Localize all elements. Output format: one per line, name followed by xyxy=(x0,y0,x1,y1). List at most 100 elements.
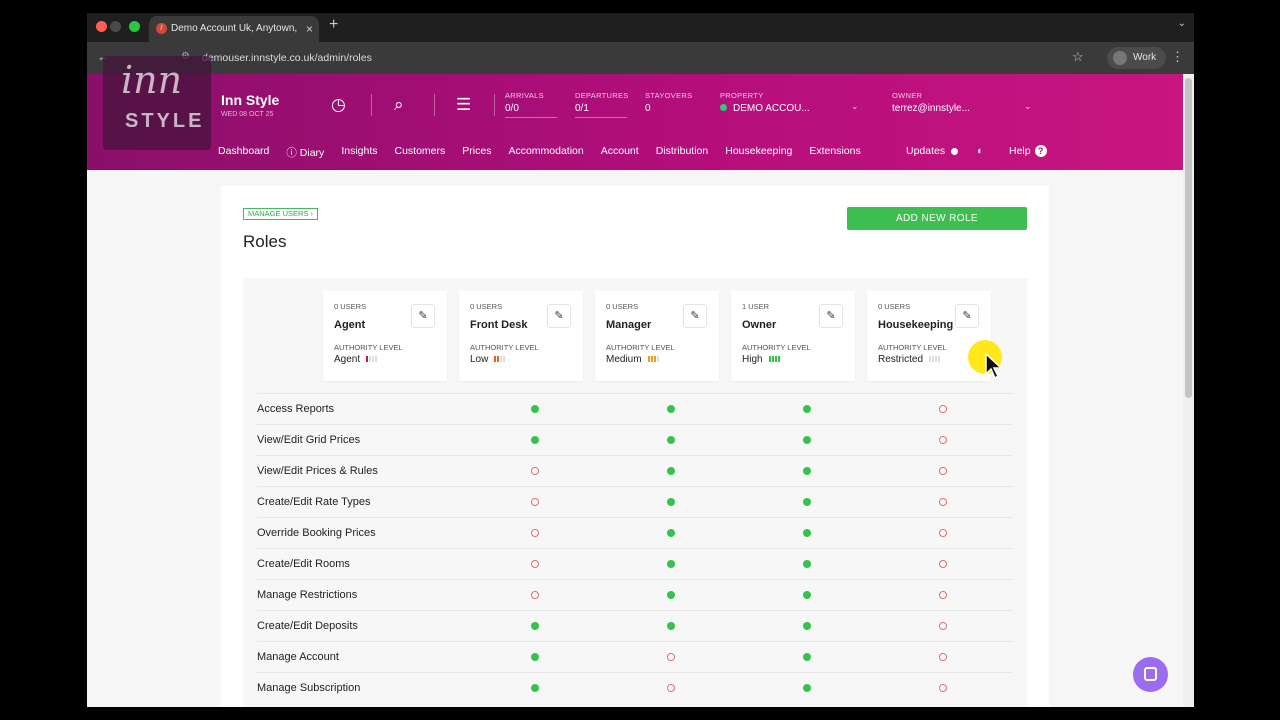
permission-row: View/Edit Grid Prices xyxy=(257,424,1013,455)
permission-denied-icon[interactable] xyxy=(531,498,539,506)
tab-list-chevron-icon[interactable]: ⌄ xyxy=(1177,18,1186,29)
permission-denied-icon[interactable] xyxy=(939,560,947,568)
permission-granted-icon[interactable] xyxy=(667,622,675,630)
permission-name: View/Edit Prices & Rules xyxy=(257,465,378,477)
permission-denied-icon[interactable] xyxy=(939,498,947,506)
nav-accommodation[interactable]: Accommodation xyxy=(508,145,584,157)
permissions-table: Access Reports View/Edit Grid Prices View/… xyxy=(257,393,1013,703)
permission-granted-icon[interactable] xyxy=(803,436,811,444)
stayovers-stat[interactable]: STAYOVERS 0 xyxy=(645,91,692,114)
edit-role-button[interactable]: ✎ xyxy=(683,304,707,328)
nav-extensions[interactable]: Extensions xyxy=(809,145,861,157)
permission-denied-icon[interactable] xyxy=(939,529,947,537)
permission-denied-icon[interactable] xyxy=(939,622,947,630)
edit-role-button[interactable]: ✎ xyxy=(819,304,843,328)
permission-granted-icon[interactable] xyxy=(667,529,675,537)
nav-account[interactable]: Account xyxy=(600,145,639,157)
permission-granted-icon[interactable] xyxy=(667,436,675,444)
favicon-icon: / xyxy=(156,23,167,34)
search-icon[interactable]: ⌕ xyxy=(394,95,404,114)
edit-role-button[interactable]: ✎ xyxy=(955,304,979,328)
tab-title: Demo Account Uk, Anytown, xyxy=(171,23,298,34)
permission-denied-icon[interactable] xyxy=(531,529,539,537)
permission-granted-icon[interactable] xyxy=(667,467,675,475)
permission-denied-icon[interactable] xyxy=(531,591,539,599)
nav-distribution[interactable]: Distribution xyxy=(655,145,709,157)
permission-granted-icon[interactable] xyxy=(667,405,675,413)
browser-menu-icon[interactable]: ⋮ xyxy=(1171,49,1184,64)
permission-denied-icon[interactable] xyxy=(939,405,947,413)
nav-prices[interactable]: Prices xyxy=(462,145,492,157)
permission-granted-icon[interactable] xyxy=(531,436,539,444)
edit-role-button[interactable]: ✎ xyxy=(411,304,435,328)
profile-button[interactable]: Work xyxy=(1107,47,1167,69)
authority-bar xyxy=(647,356,650,362)
nav-dashboard[interactable]: Dashboard xyxy=(218,145,270,157)
nav-customers[interactable]: Customers xyxy=(394,145,446,157)
nav-insights[interactable]: Insights xyxy=(341,145,378,157)
maximize-window-button[interactable] xyxy=(129,21,140,32)
permission-granted-icon[interactable] xyxy=(531,653,539,661)
departures-value: 0/1 xyxy=(575,103,589,114)
permission-row: Override Booking Prices xyxy=(257,517,1013,548)
breadcrumb[interactable]: MANAGE USERS › xyxy=(243,208,319,220)
innstyle-logo[interactable]: inn STYLE xyxy=(103,56,211,150)
permission-granted-icon[interactable] xyxy=(803,591,811,599)
property-selector[interactable]: PROPERTY DEMO ACCOU... xyxy=(720,91,810,114)
nav-diary[interactable]: ⓘ Diary xyxy=(286,145,324,160)
permission-denied-icon[interactable] xyxy=(939,653,947,661)
permission-denied-icon[interactable] xyxy=(531,560,539,568)
authority-level-value: Medium xyxy=(606,354,660,365)
chevron-down-icon[interactable]: ⌄ xyxy=(1024,101,1032,111)
permission-granted-icon[interactable] xyxy=(531,684,539,692)
permission-granted-icon[interactable] xyxy=(803,560,811,568)
permission-row: Create/Edit Deposits xyxy=(257,610,1013,641)
browser-tab[interactable]: / Demo Account Uk, Anytown, × xyxy=(149,16,319,42)
permission-denied-icon[interactable] xyxy=(939,436,947,444)
permission-granted-icon[interactable] xyxy=(531,622,539,630)
permission-denied-icon[interactable] xyxy=(667,653,675,661)
checklist-icon[interactable]: ☰ xyxy=(456,95,472,114)
chevron-down-icon[interactable]: ⌄ xyxy=(851,101,859,111)
clock-icon[interactable]: ◷ xyxy=(331,95,346,114)
permission-granted-icon[interactable] xyxy=(803,529,811,537)
scrollbar-thumb[interactable] xyxy=(1185,78,1192,398)
close-window-button[interactable] xyxy=(96,21,107,32)
permission-denied-icon[interactable] xyxy=(531,467,539,475)
permission-denied-icon[interactable] xyxy=(939,467,947,475)
nav-housekeeping[interactable]: Housekeeping xyxy=(725,145,793,157)
permission-granted-icon[interactable] xyxy=(803,405,811,413)
arrivals-stat[interactable]: ARRIVALS 0/0 xyxy=(505,91,557,118)
permission-denied-icon[interactable] xyxy=(939,684,947,692)
departures-stat[interactable]: DEPARTURES 0/1 xyxy=(575,91,629,118)
authority-bar xyxy=(494,356,497,362)
add-new-role-button[interactable]: ADD NEW ROLE xyxy=(847,207,1027,230)
permission-denied-icon[interactable] xyxy=(939,591,947,599)
page-scrollbar[interactable] xyxy=(1183,74,1194,707)
authority-bar xyxy=(771,356,774,362)
permission-granted-icon[interactable] xyxy=(803,467,811,475)
permission-granted-icon[interactable] xyxy=(803,622,811,630)
nav-diary-label: Diary xyxy=(299,147,325,159)
permission-granted-icon[interactable] xyxy=(803,498,811,506)
minimize-window-button[interactable] xyxy=(110,21,121,32)
permission-granted-icon[interactable] xyxy=(531,405,539,413)
authority-level-label: AUTHORITY LEVEL xyxy=(470,343,539,352)
address-bar[interactable]: demouser.innstyle.co.uk/admin/roles xyxy=(202,52,372,64)
bookmark-star-icon[interactable]: ☆ xyxy=(1072,49,1084,64)
edit-role-button[interactable]: ✎ xyxy=(547,304,571,328)
owner-selector[interactable]: OWNER terrez@innstyle... xyxy=(892,91,970,114)
permission-granted-icon[interactable] xyxy=(667,591,675,599)
permission-granted-icon[interactable] xyxy=(667,560,675,568)
close-tab-icon[interactable]: × xyxy=(305,22,313,36)
nav-updates[interactable]: Updates xyxy=(906,145,959,157)
authority-bar xyxy=(500,356,503,362)
new-tab-button[interactable]: + xyxy=(329,16,339,33)
permission-granted-icon[interactable] xyxy=(803,684,811,692)
chat-support-button[interactable] xyxy=(1133,657,1168,692)
permission-granted-icon[interactable] xyxy=(667,498,675,506)
palette-icon[interactable]: ◐ xyxy=(977,145,984,157)
permission-granted-icon[interactable] xyxy=(803,653,811,661)
permission-denied-icon[interactable] xyxy=(667,684,675,692)
nav-help[interactable]: Help? xyxy=(1009,145,1047,157)
